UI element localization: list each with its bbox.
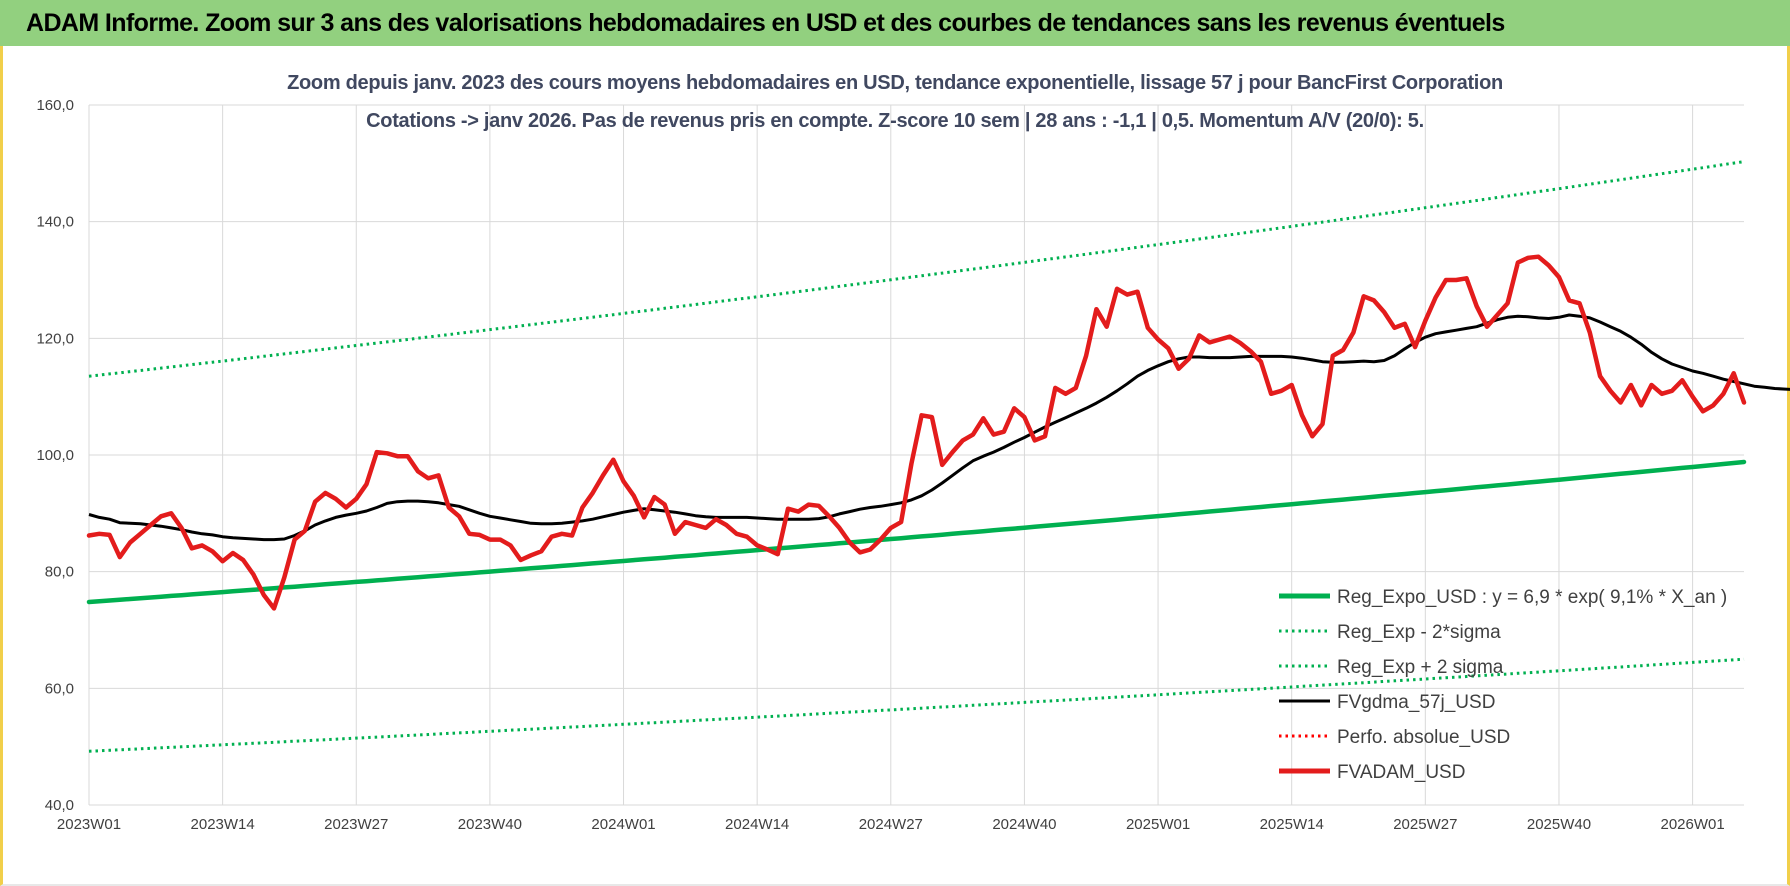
x-tick-label: 2024W27 — [859, 816, 923, 833]
y-tick-label: 160,0 — [36, 97, 74, 114]
chart-title: Zoom depuis janv. 2023 des cours moyens … — [287, 72, 1503, 94]
chart-legend: Reg_Expo_USD : y = 6,9 * exp( 9,1% * X_a… — [1279, 587, 1727, 783]
x-tick-label: 2026W01 — [1660, 816, 1724, 833]
y-tick-label: 80,0 — [45, 564, 74, 581]
x-axis-labels: 2023W01 2023W14 2023W27 2023W40 2024W01 2024W… — [57, 816, 1725, 833]
legend-label: Reg_Exp - 2*sigma — [1337, 622, 1501, 643]
legend-label: FVADAM_USD — [1337, 762, 1465, 783]
legend-label: Perfo. absolue_USD — [1337, 727, 1510, 748]
y-tick-label: 100,0 — [36, 447, 74, 464]
x-tick-label: 2025W27 — [1393, 816, 1457, 833]
x-tick-label: 2024W14 — [725, 816, 789, 833]
x-tick-label: 2025W14 — [1260, 816, 1324, 833]
y-tick-label: 120,0 — [36, 330, 74, 347]
x-tick-label: 2023W40 — [458, 816, 522, 833]
series-line — [88, 313, 1790, 542]
x-tick-label: 2023W27 — [324, 816, 388, 833]
y-tick-label: 60,0 — [45, 680, 74, 697]
chart-frame — [0, 46, 1790, 886]
y-axis-labels: 40,0 60,0 80,0 100,0 120,0 140,0 160,0 — [36, 97, 74, 814]
x-tick-label: 2025W01 — [1126, 816, 1190, 833]
legend-label: Reg_Expo_USD : y = 6,9 * exp( 9,1% * X_a… — [1337, 587, 1727, 608]
x-tick-label: 2024W40 — [992, 816, 1056, 833]
y-tick-label: 140,0 — [36, 214, 74, 231]
legend-label: Reg_Exp + 2 sigma — [1337, 657, 1504, 678]
x-tick-label: 2023W14 — [191, 816, 255, 833]
series-line — [86, 254, 1747, 611]
chart-grid — [88, 104, 1744, 806]
chart-subtitle: Cotations -> janv 2026. Pas de revenus p… — [366, 110, 1424, 132]
report-title: ADAM Informe. Zoom sur 3 ans des valoris… — [26, 9, 1505, 37]
series-line — [88, 160, 1745, 378]
x-tick-label: 2025W40 — [1527, 816, 1591, 833]
series-line — [86, 459, 1747, 605]
legend-label: FVgdma_57j_USD — [1337, 692, 1495, 713]
x-tick-label: 2023W01 — [57, 816, 121, 833]
chart-series — [86, 160, 1790, 753]
y-tick-label: 40,0 — [45, 797, 74, 814]
x-tick-label: 2024W01 — [591, 816, 655, 833]
report-header: ADAM Informe. Zoom sur 3 ans des valoris… — [0, 0, 1790, 46]
